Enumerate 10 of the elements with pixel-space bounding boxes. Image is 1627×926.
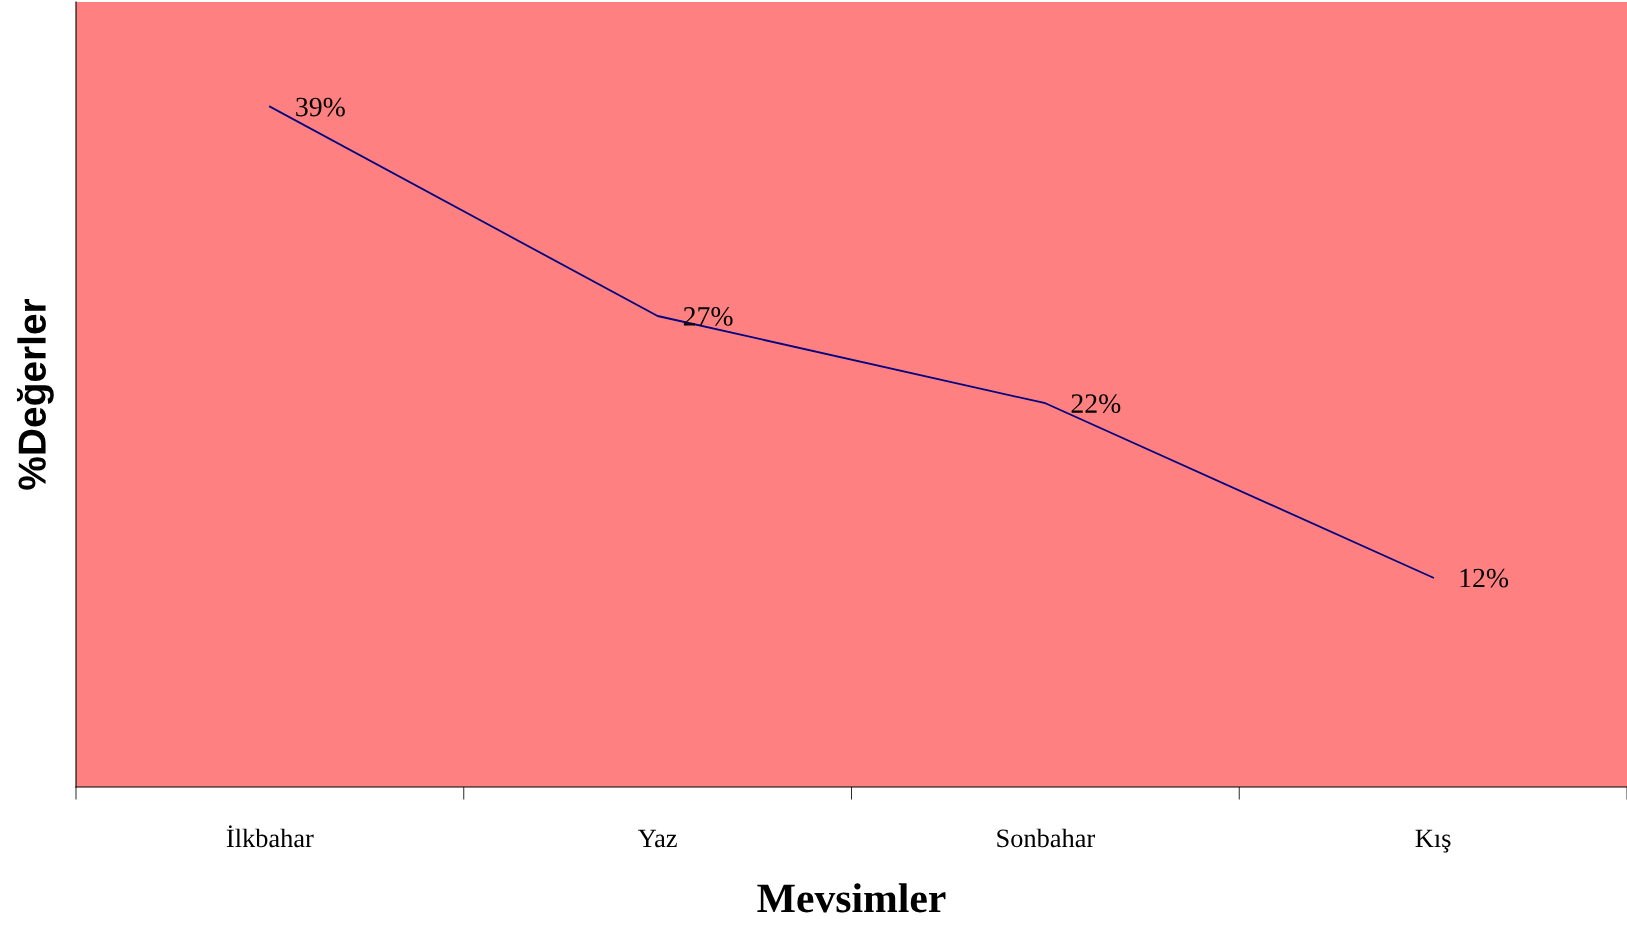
- x-tick-label: Sonbahar: [997, 828, 1095, 848]
- x-tick-label: Kış: [1415, 829, 1451, 853]
- x-tick-label: İlkbahar: [226, 825, 314, 848]
- x-tick-label: Yaz: [638, 829, 677, 848]
- data-label: 22%: [1071, 394, 1121, 414]
- x-axis-title: Mevsimler: [757, 883, 946, 913]
- data-label: 12%: [1460, 568, 1509, 588]
- y-axis-title: %Değerler: [16, 298, 54, 490]
- data-label: 27%: [683, 306, 733, 326]
- data-label: 39%: [296, 97, 345, 117]
